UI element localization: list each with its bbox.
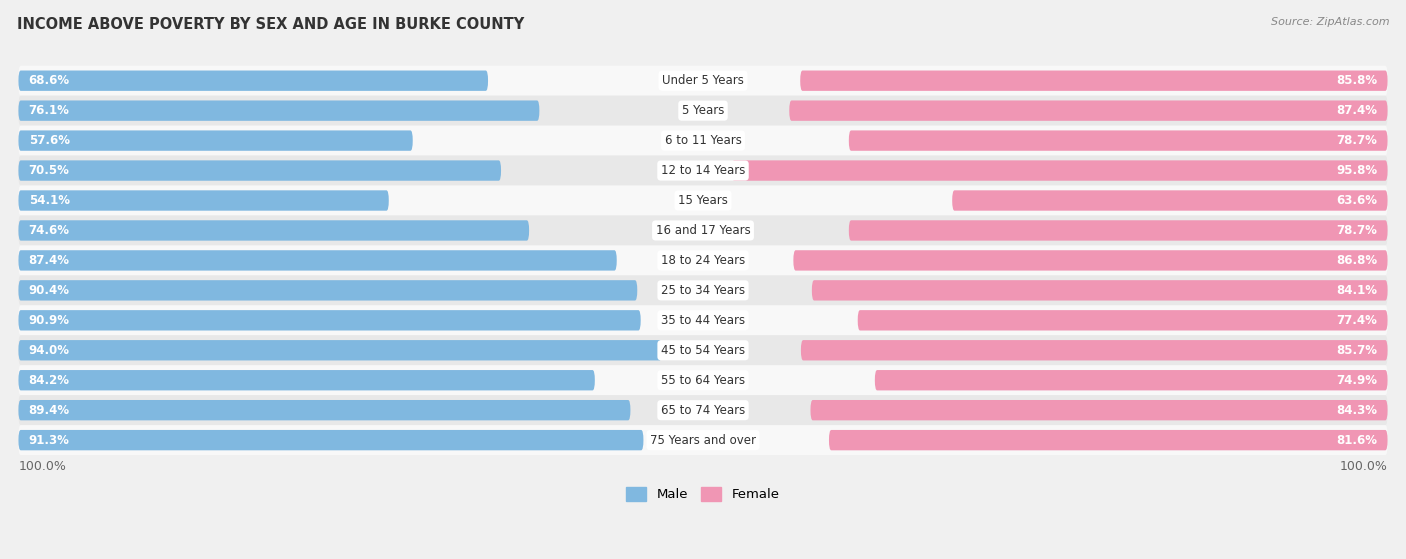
FancyBboxPatch shape xyxy=(800,70,1388,91)
Text: 6 to 11 Years: 6 to 11 Years xyxy=(665,134,741,147)
Text: 55 to 64 Years: 55 to 64 Years xyxy=(661,374,745,387)
Text: Under 5 Years: Under 5 Years xyxy=(662,74,744,87)
Text: 95.8%: 95.8% xyxy=(1336,164,1378,177)
FancyBboxPatch shape xyxy=(18,66,1388,96)
Text: 18 to 24 Years: 18 to 24 Years xyxy=(661,254,745,267)
Text: 5 Years: 5 Years xyxy=(682,104,724,117)
Text: 86.8%: 86.8% xyxy=(1336,254,1378,267)
FancyBboxPatch shape xyxy=(18,340,662,361)
FancyBboxPatch shape xyxy=(810,400,1388,420)
FancyBboxPatch shape xyxy=(952,190,1388,211)
FancyBboxPatch shape xyxy=(18,305,1388,335)
Text: 84.2%: 84.2% xyxy=(28,374,70,387)
Text: 77.4%: 77.4% xyxy=(1337,314,1378,327)
Text: 90.9%: 90.9% xyxy=(28,314,70,327)
Text: 76.1%: 76.1% xyxy=(28,104,69,117)
FancyBboxPatch shape xyxy=(731,160,1388,181)
FancyBboxPatch shape xyxy=(18,130,413,151)
Text: 25 to 34 Years: 25 to 34 Years xyxy=(661,284,745,297)
FancyBboxPatch shape xyxy=(849,130,1388,151)
FancyBboxPatch shape xyxy=(18,215,1388,245)
Text: 90.4%: 90.4% xyxy=(28,284,70,297)
Text: 89.4%: 89.4% xyxy=(28,404,70,416)
FancyBboxPatch shape xyxy=(18,395,1388,425)
Text: 54.1%: 54.1% xyxy=(28,194,70,207)
Text: 94.0%: 94.0% xyxy=(28,344,70,357)
FancyBboxPatch shape xyxy=(18,160,501,181)
Text: 74.9%: 74.9% xyxy=(1336,374,1378,387)
Text: 78.7%: 78.7% xyxy=(1337,224,1378,237)
Text: 57.6%: 57.6% xyxy=(28,134,70,147)
FancyBboxPatch shape xyxy=(18,276,1388,305)
FancyBboxPatch shape xyxy=(849,220,1388,240)
FancyBboxPatch shape xyxy=(18,370,595,390)
FancyBboxPatch shape xyxy=(18,101,540,121)
Text: 16 and 17 Years: 16 and 17 Years xyxy=(655,224,751,237)
Text: 87.4%: 87.4% xyxy=(28,254,70,267)
Text: 45 to 54 Years: 45 to 54 Years xyxy=(661,344,745,357)
FancyBboxPatch shape xyxy=(789,101,1388,121)
Text: 63.6%: 63.6% xyxy=(1336,194,1378,207)
FancyBboxPatch shape xyxy=(18,400,630,420)
Text: 84.3%: 84.3% xyxy=(1336,404,1378,416)
FancyBboxPatch shape xyxy=(18,250,617,271)
FancyBboxPatch shape xyxy=(875,370,1388,390)
Text: 91.3%: 91.3% xyxy=(28,434,69,447)
FancyBboxPatch shape xyxy=(18,190,389,211)
Text: 100.0%: 100.0% xyxy=(1340,459,1388,472)
FancyBboxPatch shape xyxy=(801,340,1388,361)
FancyBboxPatch shape xyxy=(18,186,1388,215)
FancyBboxPatch shape xyxy=(18,365,1388,395)
FancyBboxPatch shape xyxy=(18,96,1388,126)
FancyBboxPatch shape xyxy=(18,70,488,91)
FancyBboxPatch shape xyxy=(18,155,1388,186)
Text: 65 to 74 Years: 65 to 74 Years xyxy=(661,404,745,416)
Text: 75 Years and over: 75 Years and over xyxy=(650,434,756,447)
Text: 15 Years: 15 Years xyxy=(678,194,728,207)
Text: 85.7%: 85.7% xyxy=(1336,344,1378,357)
FancyBboxPatch shape xyxy=(830,430,1388,451)
Text: 35 to 44 Years: 35 to 44 Years xyxy=(661,314,745,327)
FancyBboxPatch shape xyxy=(18,280,637,301)
FancyBboxPatch shape xyxy=(18,425,1388,455)
Text: 100.0%: 100.0% xyxy=(18,459,66,472)
FancyBboxPatch shape xyxy=(858,310,1388,330)
Text: INCOME ABOVE POVERTY BY SEX AND AGE IN BURKE COUNTY: INCOME ABOVE POVERTY BY SEX AND AGE IN B… xyxy=(17,17,524,32)
FancyBboxPatch shape xyxy=(18,220,529,240)
Text: 84.1%: 84.1% xyxy=(1336,284,1378,297)
FancyBboxPatch shape xyxy=(811,280,1388,301)
FancyBboxPatch shape xyxy=(18,430,644,451)
Text: Source: ZipAtlas.com: Source: ZipAtlas.com xyxy=(1271,17,1389,27)
Text: 68.6%: 68.6% xyxy=(28,74,70,87)
FancyBboxPatch shape xyxy=(18,335,1388,365)
Text: 78.7%: 78.7% xyxy=(1337,134,1378,147)
Legend: Male, Female: Male, Female xyxy=(621,482,785,506)
FancyBboxPatch shape xyxy=(18,310,641,330)
FancyBboxPatch shape xyxy=(793,250,1388,271)
Text: 85.8%: 85.8% xyxy=(1336,74,1378,87)
Text: 12 to 14 Years: 12 to 14 Years xyxy=(661,164,745,177)
Text: 70.5%: 70.5% xyxy=(28,164,69,177)
FancyBboxPatch shape xyxy=(18,126,1388,155)
FancyBboxPatch shape xyxy=(18,245,1388,276)
Text: 87.4%: 87.4% xyxy=(1336,104,1378,117)
Text: 81.6%: 81.6% xyxy=(1336,434,1378,447)
Text: 74.6%: 74.6% xyxy=(28,224,70,237)
